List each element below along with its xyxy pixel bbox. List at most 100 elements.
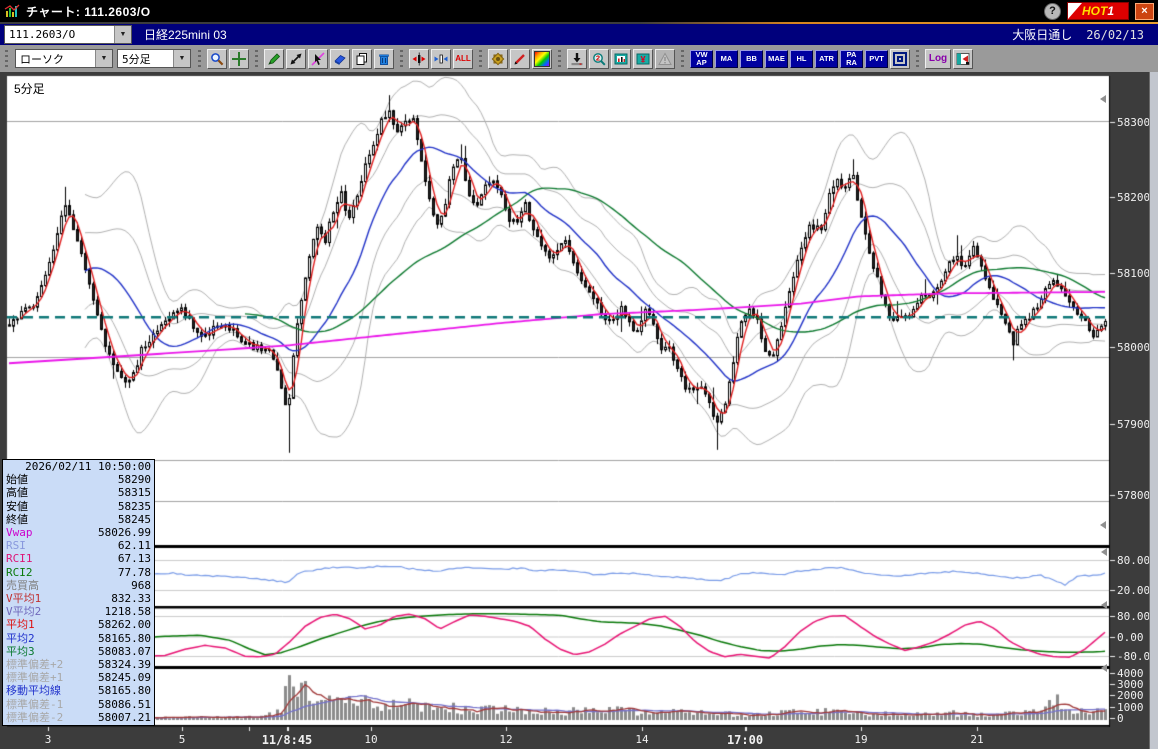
data-row: 高値 58315: [6, 486, 151, 500]
toolbar-grip[interactable]: [5, 49, 8, 68]
draw-pencil-button[interactable]: [264, 48, 284, 69]
rci-axis-label: 80.00: [1117, 610, 1151, 623]
price-axis-label: 57900: [1117, 418, 1151, 431]
chevron-down-icon[interactable]: ▼: [173, 50, 190, 67]
chart-grid-button[interactable]: [611, 48, 631, 69]
toolbar-grip[interactable]: [681, 49, 684, 68]
rci-axis-label: -80.00: [1117, 650, 1157, 663]
candle-compress-icon: [434, 54, 448, 63]
zoom-preset-button[interactable]: 2: [589, 48, 609, 69]
all-label: ALL: [455, 54, 471, 63]
teal-chart-icon: [614, 53, 628, 64]
timeframe-value: 5分足: [122, 52, 151, 66]
data-row: 平均3 58083.07: [6, 644, 151, 658]
price-axis-label: 58000: [1117, 341, 1151, 354]
data-row: 始値 58290: [6, 473, 151, 487]
time-axis-label: 5: [178, 733, 186, 746]
scroll-arrow-icon: [1101, 548, 1107, 556]
volume-axis-label: 4000: [1117, 667, 1144, 680]
price-axis-label: 57800: [1117, 489, 1151, 502]
toolbar-grip[interactable]: [198, 49, 201, 68]
copy-icon: [356, 52, 367, 65]
indicator-button-pvt[interactable]: PVT: [865, 49, 888, 68]
copy-button[interactable]: [352, 48, 372, 69]
chevron-down-icon[interactable]: ▼: [95, 50, 112, 67]
instrument-label: 日経225mini 03: [144, 28, 227, 42]
close-button[interactable]: ×: [1135, 2, 1154, 20]
scroll-arrow-icon: [1100, 95, 1106, 103]
price-axis-label: 58300: [1117, 116, 1151, 129]
toolbar-grip[interactable]: [558, 49, 561, 68]
symbol-combo-value: 111.2603/O: [9, 28, 76, 41]
data-tooltip-panel: 2026/02/11 10:50:00 始値 58290 高値 58315 安値 5823…: [2, 459, 155, 726]
symbol-combo[interactable]: 111.2603/O ▼: [4, 25, 132, 44]
indicator-button-hl[interactable]: HL: [790, 49, 813, 68]
window-title: チャート: 111.2603/O: [26, 4, 151, 19]
titlebar-accent-line: [640, 22, 1158, 24]
indicator-button-vwap[interactable]: VW AP: [690, 49, 713, 68]
settings-button[interactable]: [488, 48, 508, 69]
warning-icon: [658, 51, 672, 65]
compress-bars-button[interactable]: [431, 48, 451, 69]
data-import-button[interactable]: [567, 48, 587, 69]
window-mode-button[interactable]: [890, 48, 910, 69]
show-all-button[interactable]: ALL: [453, 48, 473, 69]
hot1-logo-slash: [1068, 3, 1082, 19]
delete-button[interactable]: [374, 48, 394, 69]
timeframe-combo[interactable]: 5分足 ▼: [117, 49, 191, 68]
time-axis-label: 14: [635, 733, 649, 746]
cursor-line-icon: [311, 51, 325, 66]
help-button[interactable]: ?: [1044, 2, 1061, 20]
price-mark-button[interactable]: ¥: [633, 48, 653, 69]
toolbar-grip[interactable]: [916, 49, 919, 68]
resize-button[interactable]: [286, 48, 306, 69]
zoom-button[interactable]: [207, 48, 227, 69]
indicator-button-ma[interactable]: MA: [715, 49, 738, 68]
toolbar-grip[interactable]: [479, 49, 482, 68]
session-label: 大阪日通し: [1012, 28, 1073, 42]
volume-axis-label: 0: [1117, 712, 1124, 725]
diagonal-arrows-icon: [290, 53, 302, 64]
chart-type-combo[interactable]: ローソク ▼: [15, 49, 113, 68]
indicator-button-atr[interactable]: ATR: [815, 49, 838, 68]
volume-axis-label: 3000: [1117, 678, 1144, 691]
eraser-button[interactable]: [330, 48, 350, 69]
chart-type-value: ローソク: [20, 52, 64, 66]
time-axis-label: 3: [44, 733, 52, 746]
linked-chart-button[interactable]: [953, 48, 973, 69]
alert-button: [655, 48, 675, 69]
log-scale-button[interactable]: Log: [925, 48, 951, 69]
chart-region: 5分足 58300 58200 58100 58000 57900 57800 80.00 2…: [0, 72, 1158, 749]
candle-expand-icon: [412, 52, 426, 65]
arrow-down-icon: [571, 52, 583, 65]
expand-bars-button[interactable]: [409, 48, 429, 69]
time-axis-label: 19: [854, 733, 868, 746]
time-axis-label: 21: [970, 733, 984, 746]
vertical-scrollbar[interactable]: [1149, 72, 1158, 749]
hot1-logo-text: HOT: [1081, 4, 1108, 18]
indicator-button-para[interactable]: PA RA: [840, 49, 863, 68]
chevron-down-icon[interactable]: ▼: [114, 26, 131, 43]
data-row: 標準偏差+2 58324.39: [6, 658, 151, 672]
select-trendline-button[interactable]: [308, 48, 328, 69]
pencil-icon: [268, 52, 281, 65]
square-in-square-icon: [893, 51, 907, 66]
data-row: RCI1 67.13: [6, 552, 151, 566]
color-palette-button[interactable]: [532, 48, 552, 69]
data-row: 移動平均線 58165.80: [6, 684, 151, 698]
indicator-button-bb[interactable]: BB: [740, 49, 763, 68]
magnifier-2-icon: 2: [593, 52, 606, 66]
magnifier-icon: [211, 52, 224, 65]
toolbar-grip[interactable]: [400, 49, 403, 68]
rainbow-icon: [534, 50, 550, 67]
crosshair-button[interactable]: [229, 48, 249, 69]
price-chart-canvas[interactable]: [0, 72, 1158, 749]
indicator-button-mae[interactable]: MAE: [765, 49, 788, 68]
red-pen-icon: [514, 53, 525, 64]
toolbar-grip[interactable]: [255, 49, 258, 68]
draw-settings-button[interactable]: [510, 48, 530, 69]
rci-axis-label: 0.00: [1117, 631, 1144, 644]
chart-timeframe-label: 5分足: [14, 82, 45, 96]
data-row: Vwap 58026.99: [6, 526, 151, 540]
